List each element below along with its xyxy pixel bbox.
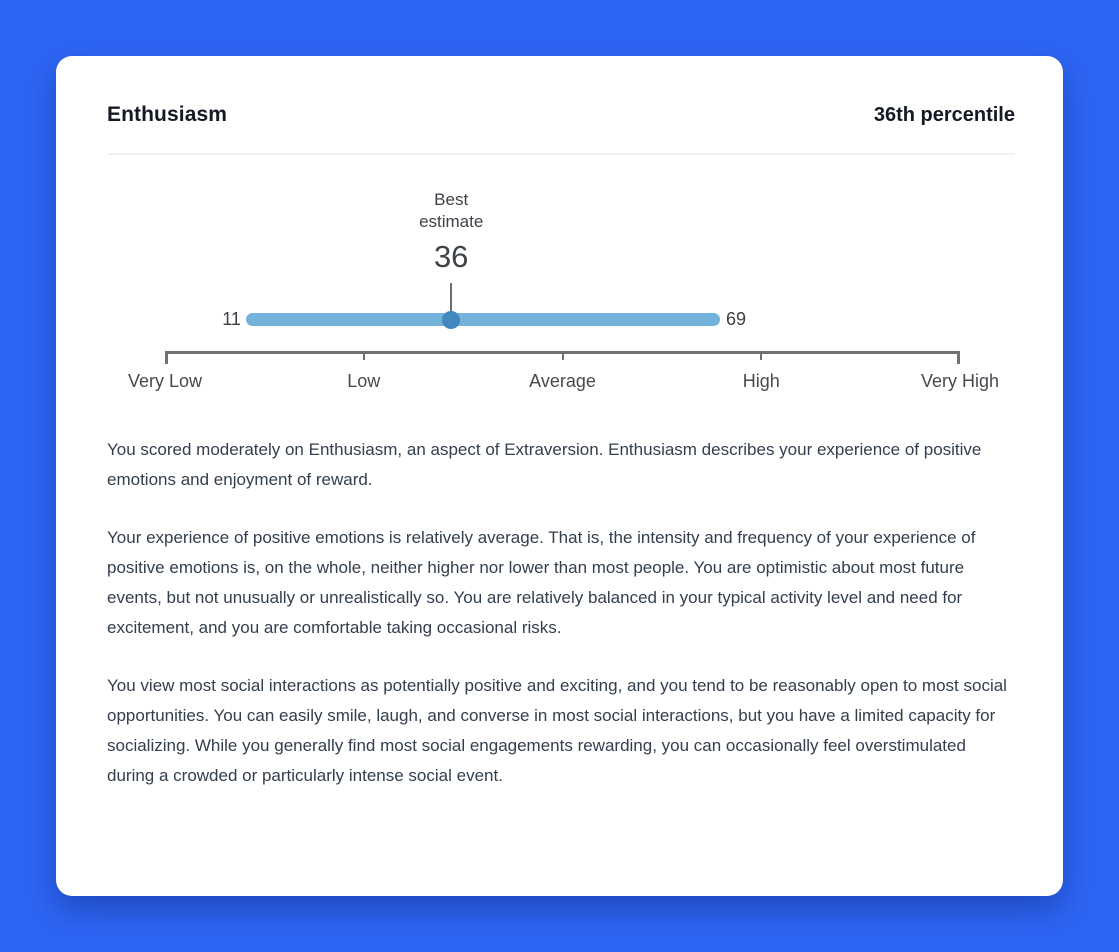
- best-estimate-label: Best estimate: [419, 190, 484, 231]
- best-estimate-value: 36: [433, 239, 469, 274]
- range-min-value: 11: [222, 309, 241, 329]
- trait-report-card: Enthusiasm 36th percentile Best estimate…: [56, 56, 1063, 896]
- confidence-range-bar: [245, 313, 721, 326]
- header-divider: [107, 153, 1015, 155]
- axis-tick: [362, 351, 365, 360]
- range-max-value: 69: [726, 309, 747, 329]
- percentile-range-chart: Best estimate 36 11 69 Very Low Low Averag…: [107, 187, 1015, 395]
- axis-label-very-low: Very Low: [127, 371, 203, 391]
- card-header: Enthusiasm 36th percentile: [107, 103, 1015, 127]
- trait-title: Enthusiasm: [107, 103, 228, 126]
- axis-label-very-high: Very High: [920, 371, 1000, 391]
- description-paragraph-3: You view most social interactions as pot…: [107, 676, 1007, 785]
- axis-label-high: High: [742, 371, 780, 391]
- axis-tick: [957, 351, 960, 364]
- estimate-pointer-line: [450, 283, 453, 320]
- axis-label-low: Low: [347, 371, 381, 391]
- description-paragraph-2: Your experience of positive emotions is …: [107, 528, 976, 637]
- axis-tick: [165, 351, 168, 364]
- trait-description: You scored moderately on Enthusiasm, an …: [107, 435, 1015, 791]
- estimate-dot: [442, 311, 461, 329]
- description-paragraph-1: You scored moderately on Enthusiasm, an …: [107, 440, 982, 489]
- percentile-value: 36th percentile: [873, 104, 1015, 126]
- axis-label-average: Average: [529, 371, 596, 391]
- axis-tick: [760, 351, 763, 360]
- axis-tick: [561, 351, 564, 360]
